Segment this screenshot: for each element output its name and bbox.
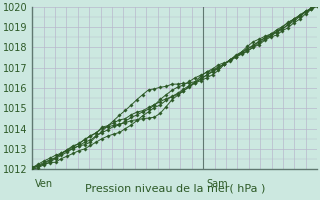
Text: Sam: Sam <box>206 179 228 189</box>
X-axis label: Pression niveau de la mer( hPa ): Pression niveau de la mer( hPa ) <box>84 183 265 193</box>
Text: Ven: Ven <box>35 179 53 189</box>
